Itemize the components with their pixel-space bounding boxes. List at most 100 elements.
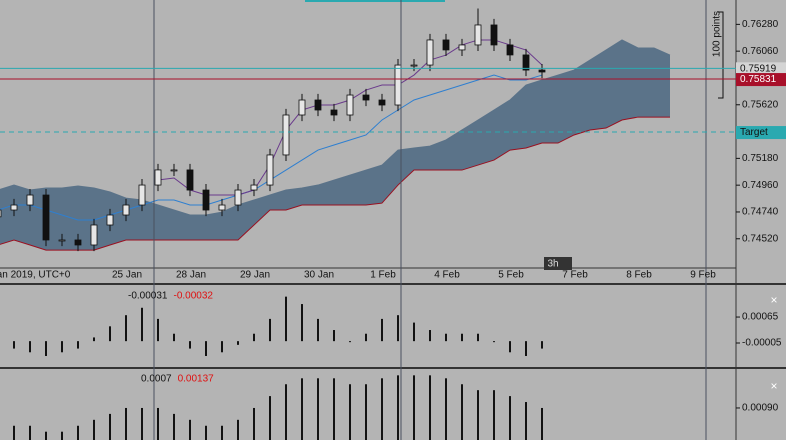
- indicator-value: 0.00137: [178, 374, 215, 385]
- cloud: [0, 39, 670, 251]
- histogram-bar: [333, 378, 335, 440]
- histogram-bar: [109, 413, 111, 440]
- x-tick-label: 1 Feb: [370, 270, 396, 281]
- x-tick-label: 4 Feb: [434, 270, 460, 281]
- period-label: 3h: [547, 259, 558, 270]
- top-marker: [305, 0, 445, 2]
- histogram-bar: [397, 315, 399, 342]
- candle-body: [218, 204, 226, 211]
- candle-body: [170, 169, 178, 172]
- y-tick-label: 0.74520: [742, 233, 779, 244]
- histogram-bar: [253, 333, 255, 342]
- histogram-bar: [269, 396, 271, 440]
- candle-body: [266, 154, 274, 186]
- indicator-value: 0.0007: [141, 374, 172, 385]
- histogram-bar: [125, 315, 127, 342]
- histogram-bar: [381, 318, 383, 342]
- histogram-bar: [493, 341, 495, 343]
- candle-body: [490, 24, 498, 46]
- close-button[interactable]: ×: [770, 293, 777, 307]
- y-tick-label: 0.74960: [742, 180, 779, 191]
- candle-body: [10, 204, 18, 211]
- y-tick-label: 0.75620: [742, 99, 779, 110]
- histogram-bar: [45, 341, 47, 356]
- y-tick-label: 0.74740: [742, 207, 779, 218]
- histogram-bar: [349, 384, 351, 440]
- histogram-bar: [461, 333, 463, 342]
- histogram-bar: [381, 378, 383, 440]
- y-tick-label: 0.00090: [742, 403, 779, 414]
- candle-body: [154, 169, 162, 186]
- histogram-bar: [413, 322, 415, 342]
- histogram-bar: [509, 396, 511, 440]
- x-tick-label: 7 Feb: [562, 270, 588, 281]
- histogram-bar: [285, 296, 287, 342]
- candle-body: [26, 194, 34, 206]
- candle-body: [442, 39, 450, 51]
- histogram-bar: [109, 326, 111, 342]
- candle-body: [522, 54, 530, 71]
- candle-body: [186, 169, 194, 191]
- candle-body: [346, 94, 354, 116]
- histogram-bar: [45, 431, 47, 440]
- candle-body: [122, 204, 130, 216]
- candle-body: [474, 24, 482, 46]
- histogram-bar: [221, 341, 223, 353]
- candle-body: [458, 44, 466, 51]
- histogram-bar: [173, 413, 175, 440]
- candle-body: [426, 39, 434, 66]
- histogram-bar: [221, 425, 223, 440]
- cloud-upper: [0, 39, 671, 216]
- candle-body: [538, 69, 546, 73]
- range-bracket: [718, 11, 724, 99]
- candle-body: [234, 189, 242, 206]
- histogram-bar: [541, 407, 543, 440]
- price-tag-label: 0.75919: [740, 63, 777, 74]
- y-tick-label: 0.76280: [742, 19, 779, 30]
- candle-body: [410, 64, 418, 67]
- candle-body: [74, 239, 82, 246]
- candle-body: [138, 184, 146, 206]
- histogram-bar: [397, 375, 399, 440]
- candle-body: [282, 114, 290, 156]
- x-tick-label: 8 Feb: [626, 270, 652, 281]
- histogram-bar: [29, 341, 31, 353]
- candle-body: [330, 109, 338, 116]
- histogram-bar: [93, 337, 95, 342]
- histogram-bar: [301, 304, 303, 342]
- histogram-bar: [429, 375, 431, 440]
- candle-body: [362, 94, 370, 101]
- histogram-bar: [13, 425, 15, 440]
- histogram-bar: [525, 341, 527, 356]
- histogram-bar: [141, 407, 143, 440]
- x-tick-label: 29 Jan: [240, 270, 270, 281]
- overlay: 3h: [544, 257, 572, 270]
- histogram-bar: [285, 384, 287, 440]
- histogram-bar: [157, 407, 159, 440]
- candle-body: [0, 209, 2, 218]
- candle-body: [298, 99, 306, 116]
- candle-body: [250, 184, 258, 191]
- indicator-value: -0.00032: [173, 291, 213, 302]
- candle-body: [42, 194, 50, 241]
- histogram-bar: [93, 419, 95, 440]
- histogram-bar: [61, 431, 63, 440]
- candle-body: [90, 224, 98, 246]
- histogram-bar: [301, 378, 303, 440]
- histogram-bar: [413, 375, 415, 440]
- close-button[interactable]: ×: [770, 379, 777, 393]
- histogram-bar: [429, 330, 431, 342]
- histogram-bar: [493, 390, 495, 440]
- x-tick-label: 28 Jan: [176, 270, 206, 281]
- x-tick-label: 30 Jan: [304, 270, 334, 281]
- candle-body: [202, 189, 210, 211]
- histogram-bar: [509, 341, 511, 353]
- histogram-bar: [525, 402, 527, 440]
- price-tag: [736, 62, 786, 76]
- histogram-bar: [477, 333, 479, 342]
- x-tick-label: 5 Feb: [498, 270, 524, 281]
- histogram-bar: [29, 425, 31, 440]
- x-tick-label: 25 Jan: [112, 270, 142, 281]
